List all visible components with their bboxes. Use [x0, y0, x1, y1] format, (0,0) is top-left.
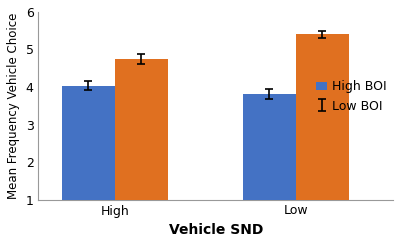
Legend: High BOI, Low BOI: High BOI, Low BOI: [316, 80, 387, 112]
Bar: [296, 34, 348, 200]
Bar: [243, 94, 296, 200]
Bar: [62, 86, 115, 200]
Y-axis label: Mean Frequency Vehicle Choice: Mean Frequency Vehicle Choice: [7, 13, 20, 199]
Bar: [115, 59, 168, 200]
X-axis label: Vehicle SND: Vehicle SND: [168, 223, 263, 237]
